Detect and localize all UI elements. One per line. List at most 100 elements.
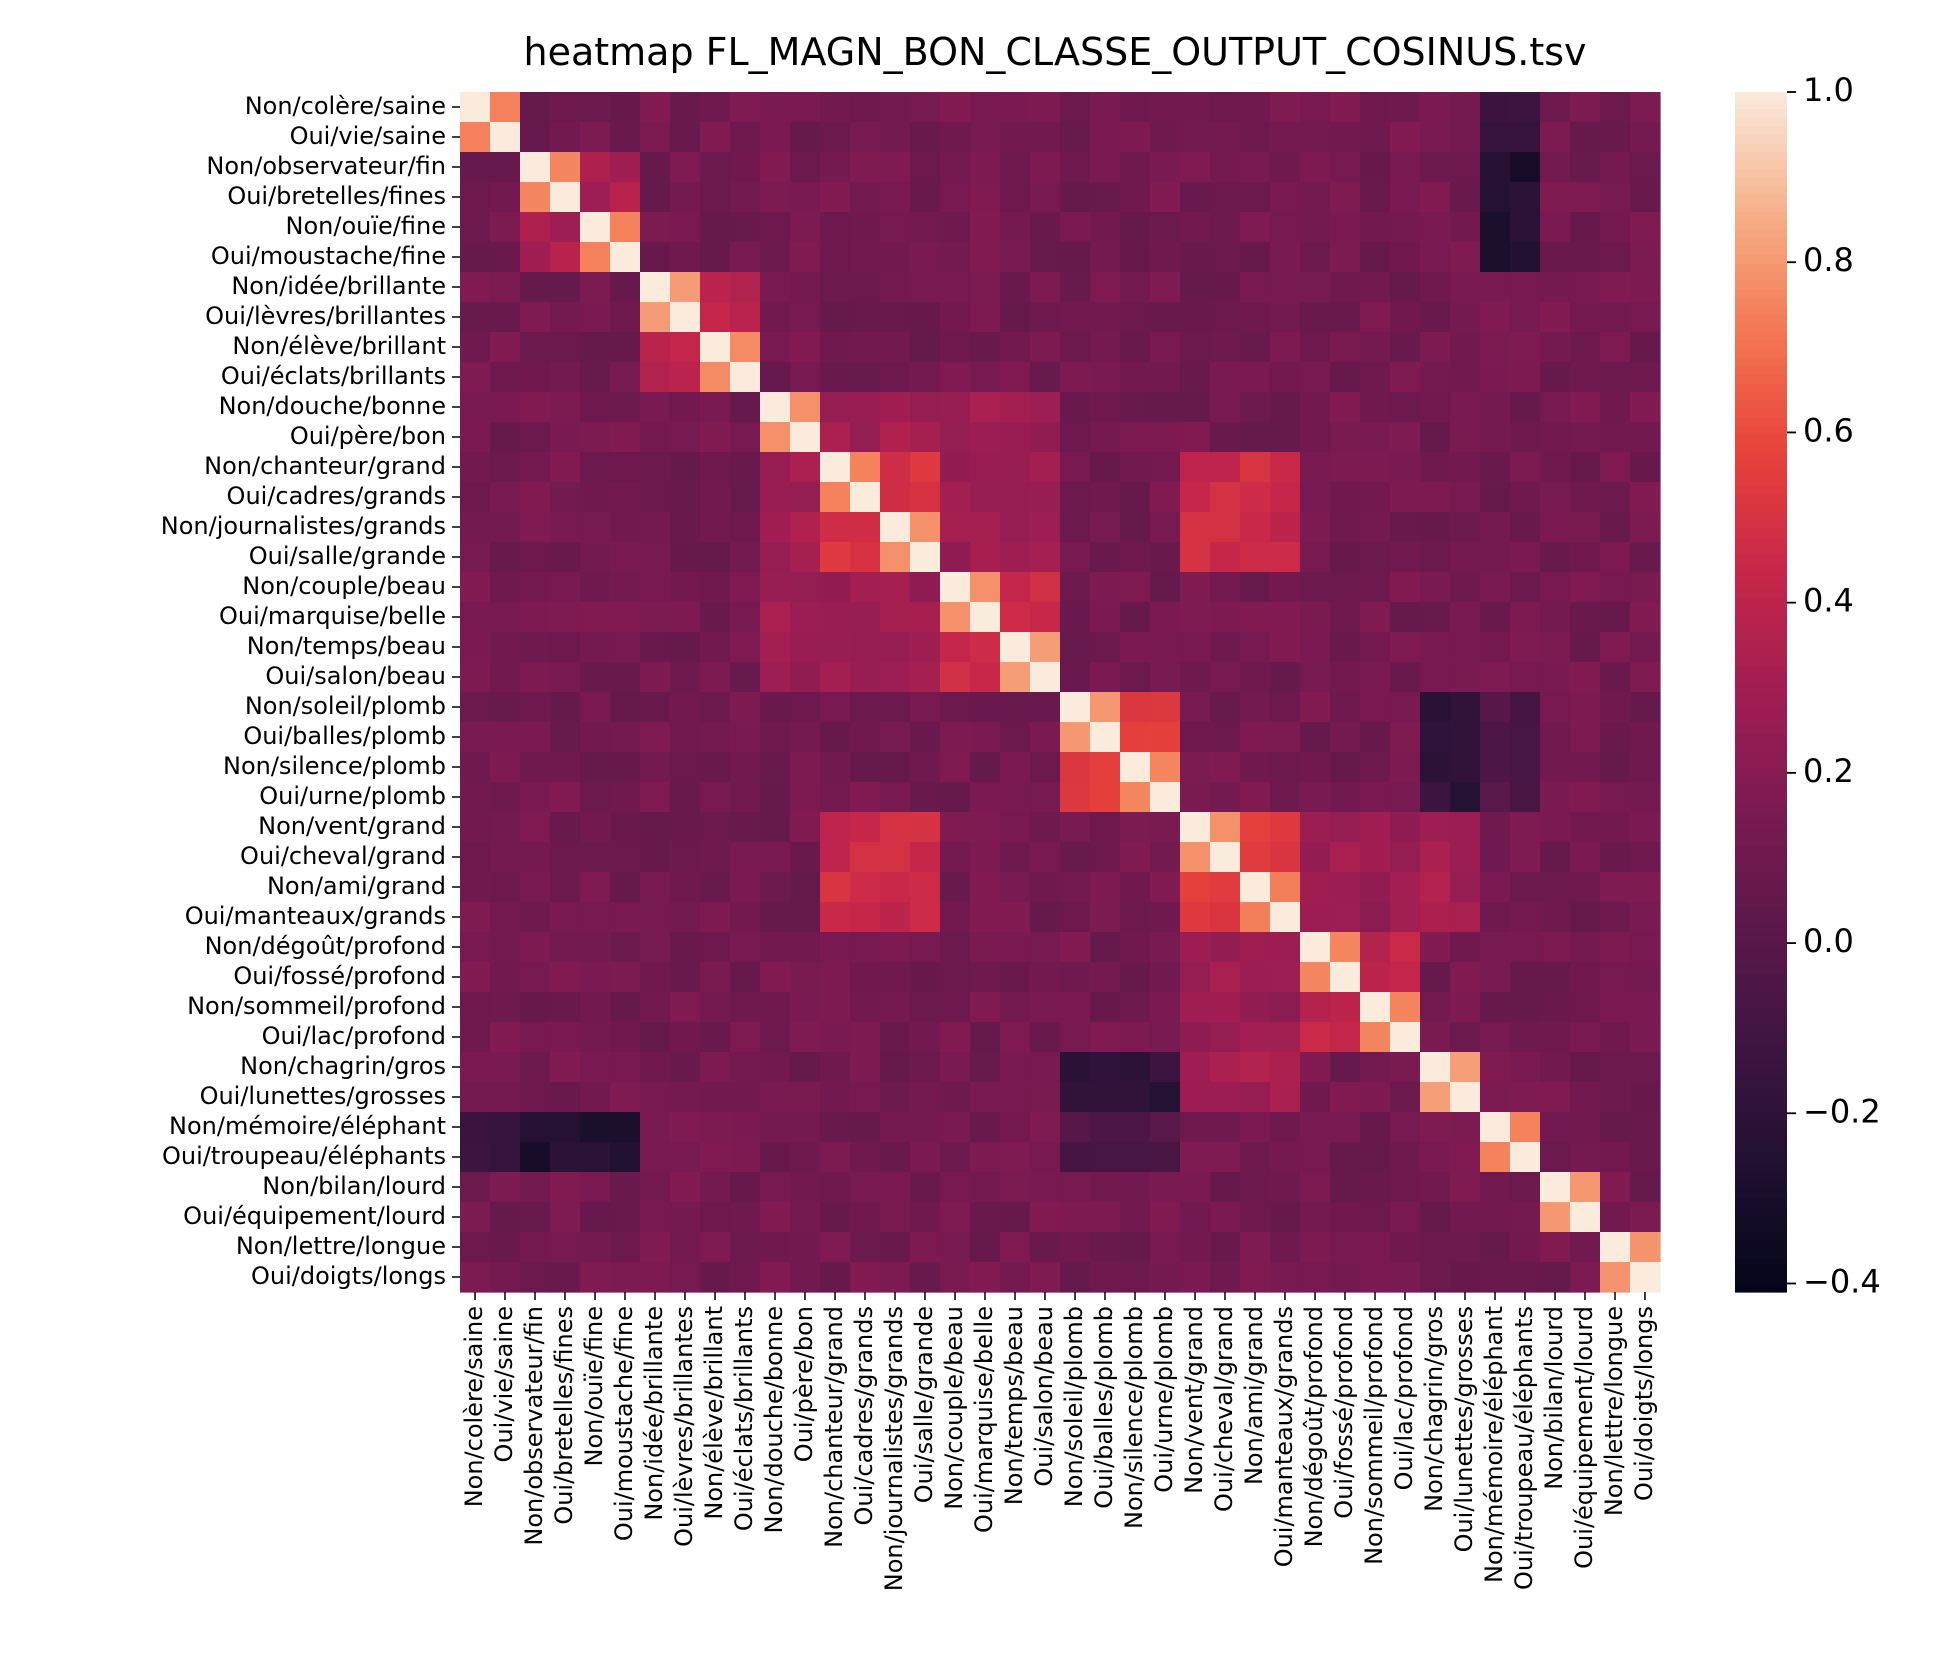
heatmap-cell <box>1480 572 1511 603</box>
heatmap-cell <box>610 632 641 663</box>
heatmap-cell <box>1570 662 1601 693</box>
x-tick-label: Non/couple/beau <box>940 1306 968 1510</box>
heatmap-cell <box>1570 242 1601 273</box>
heatmap-cell <box>1600 272 1631 303</box>
colorbar-segment <box>1735 854 1787 865</box>
chart-title: heatmap FL_MAGN_BON_CLASSE_OUTPUT_COSINU… <box>524 30 1587 74</box>
heatmap-cell <box>730 542 761 573</box>
heatmap-cell <box>610 692 641 723</box>
colorbar-segment <box>1735 597 1787 607</box>
heatmap-cell <box>1600 542 1631 573</box>
colorbar-segment <box>1735 983 1787 993</box>
heatmap-cell <box>820 692 851 723</box>
heatmap-cell <box>520 842 551 873</box>
heatmap-cell <box>610 92 641 123</box>
x-tick-label: Non/idée/brillante <box>640 1306 668 1521</box>
heatmap-cell <box>880 1202 911 1233</box>
heatmap-cell <box>850 542 881 573</box>
heatmap-cell <box>700 1172 731 1203</box>
heatmap-cell <box>520 992 551 1023</box>
heatmap-cell <box>490 212 521 243</box>
heatmap-cell <box>1630 182 1661 213</box>
heatmap-cell <box>1180 572 1211 603</box>
heatmap-cell <box>1030 542 1061 573</box>
heatmap-cell <box>790 632 821 663</box>
heatmap-cell <box>670 1022 701 1053</box>
colorbar-segment <box>1735 520 1787 530</box>
colorbar-segment <box>1735 400 1787 410</box>
heatmap-cell <box>850 752 881 783</box>
colorbar-segment <box>1735 709 1787 719</box>
heatmap-cell <box>940 332 971 363</box>
heatmap-cell <box>970 1262 1001 1293</box>
heatmap-cell <box>1450 1172 1481 1203</box>
heatmap-cell <box>850 602 881 633</box>
x-tick-label: Non/colère/saine <box>460 1306 488 1507</box>
heatmap-cell <box>790 242 821 273</box>
heatmap-cell <box>1360 482 1391 513</box>
heatmap-cell <box>1300 632 1331 663</box>
heatmap-cell <box>1420 782 1451 813</box>
heatmap-cell <box>1480 1172 1511 1203</box>
heatmap-cell <box>1300 332 1331 363</box>
heatmap-cell <box>1540 662 1571 693</box>
heatmap-cell <box>1630 962 1661 993</box>
heatmap-cell <box>520 962 551 993</box>
heatmap-cell <box>1120 752 1151 783</box>
heatmap-cell <box>1630 272 1661 303</box>
y-tick-label: Oui/balles/plomb <box>243 722 446 750</box>
heatmap-cell <box>1180 1052 1211 1083</box>
heatmap-cell <box>790 482 821 513</box>
heatmap-cell <box>1090 782 1121 813</box>
heatmap-cell <box>1540 602 1571 633</box>
heatmap-cell <box>1090 242 1121 273</box>
heatmap-cell <box>1180 662 1211 693</box>
y-tick-label: Non/douche/bonne <box>219 392 446 420</box>
heatmap-cell <box>700 152 731 183</box>
heatmap-cell <box>1540 272 1571 303</box>
y-tick-label: Oui/éclats/brillants <box>221 362 446 390</box>
heatmap-cell <box>910 212 941 243</box>
colorbar-segment <box>1735 469 1787 479</box>
heatmap-cell <box>460 602 491 633</box>
heatmap-cell <box>1540 362 1571 393</box>
colorbar-segment <box>1735 546 1787 556</box>
heatmap-cell <box>1000 752 1031 783</box>
heatmap-cell <box>640 782 671 813</box>
heatmap-cell <box>1330 1112 1361 1143</box>
x-tick-label: Oui/fossé/profond <box>1330 1306 1358 1519</box>
heatmap-cell <box>460 1022 491 1053</box>
colorbar-segment <box>1735 263 1787 273</box>
heatmap-cell <box>1480 752 1511 783</box>
heatmap-cell <box>1330 482 1361 513</box>
heatmap-cell <box>520 242 551 273</box>
heatmap-cell <box>1210 902 1241 933</box>
heatmap-cell <box>970 182 1001 213</box>
heatmap-cell <box>1210 362 1241 393</box>
colorbar-tick-label: 0.6 <box>1803 411 1854 449</box>
heatmap-cell <box>1060 302 1091 333</box>
heatmap-cell <box>1030 902 1061 933</box>
heatmap-cell <box>880 1052 911 1083</box>
heatmap-cell <box>1540 962 1571 993</box>
heatmap-cell <box>1120 242 1151 273</box>
heatmap-cell <box>1540 452 1571 483</box>
heatmap-cell <box>1270 1022 1301 1053</box>
colorbar-segment <box>1735 957 1787 967</box>
heatmap-cell <box>730 512 761 543</box>
heatmap-cell <box>1510 392 1541 423</box>
colorbar-segment <box>1735 194 1787 205</box>
heatmap-cell <box>550 1202 581 1233</box>
heatmap-cell <box>1300 812 1331 843</box>
heatmap-cell <box>730 1052 761 1083</box>
colorbar-segment <box>1735 134 1787 145</box>
y-tick-label: Non/lettre/longue <box>236 1232 446 1260</box>
heatmap-cell <box>790 92 821 123</box>
y-tick-label: Non/bilan/lourd <box>262 1172 446 1200</box>
heatmap-cell <box>1630 362 1661 393</box>
heatmap-cell <box>1390 482 1421 513</box>
heatmap-cell <box>1450 1202 1481 1233</box>
heatmap-cell <box>490 1112 521 1143</box>
heatmap-cell <box>1390 842 1421 873</box>
colorbar-segment <box>1735 246 1787 256</box>
